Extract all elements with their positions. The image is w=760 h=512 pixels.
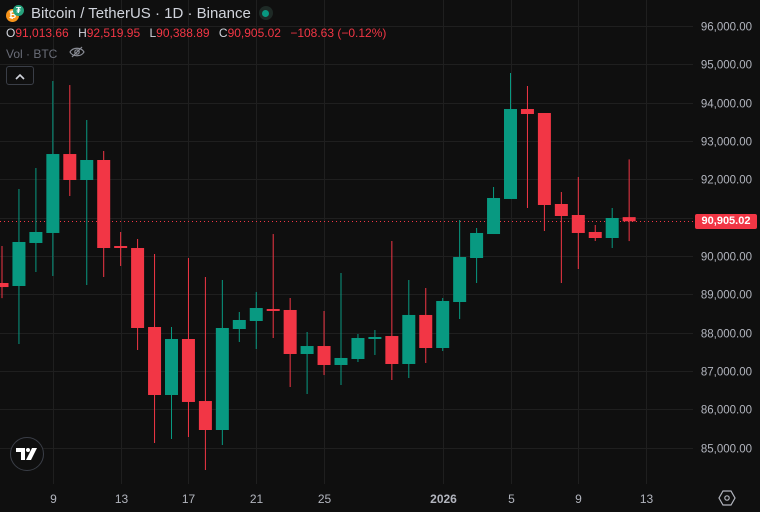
close-label: C [218, 26, 228, 40]
gear-icon[interactable] [718, 489, 736, 512]
bitcoin-tether-icon: ₿ ₮ [6, 4, 26, 22]
time-axis[interactable]: 9 13 17 21 25 2026 5 9 13 [50, 492, 653, 506]
high-label: H [78, 26, 87, 40]
price-axis[interactable]: 96,000.00 95,000.00 94,000.00 93,000.00 92,0… [701, 22, 752, 456]
time-tick-label: 25 [318, 492, 332, 506]
candle[interactable] [249, 292, 263, 350]
candle[interactable] [232, 311, 246, 342]
candle[interactable] [165, 327, 178, 440]
price-tick-label: 95,000.00 [701, 60, 752, 72]
price-tick-label: 86,000.00 [701, 405, 752, 417]
price-tick-label: 87,000.00 [701, 367, 752, 379]
candle[interactable] [300, 331, 314, 395]
high-value: 92,519.95 [86, 26, 141, 40]
candle[interactable] [266, 234, 280, 339]
symbol-title[interactable]: Bitcoin / TetherUS · 1D · Binance [31, 4, 251, 22]
time-tick-label: 21 [250, 492, 264, 506]
candle[interactable] [215, 280, 229, 446]
candle[interactable] [588, 225, 602, 241]
candle[interactable] [436, 297, 450, 352]
chart-legend: ₿ ₮ Bitcoin / TetherUS · 1D · Binance O9… [6, 3, 392, 85]
candle[interactable] [368, 329, 382, 355]
candle[interactable] [317, 310, 331, 376]
candle[interactable] [554, 192, 568, 284]
candle[interactable] [622, 159, 636, 242]
price-tick-label: 89,000.00 [701, 290, 752, 302]
price-tick-label: 94,000.00 [701, 99, 752, 111]
eye-off-icon[interactable] [69, 46, 86, 61]
ohlc-values: O91,013.66 H92,519.95 L90,388.89 C90,905… [6, 26, 392, 40]
candle[interactable] [402, 280, 416, 379]
close-value: 90,905.02 [227, 26, 281, 40]
low-value: 90,388.89 [156, 26, 210, 40]
candle[interactable] [29, 168, 43, 273]
low-label: L [149, 26, 157, 40]
symbol-row[interactable]: ₿ ₮ Bitcoin / TetherUS · 1D · Binance [6, 3, 392, 23]
candle[interactable] [470, 227, 484, 284]
candle[interactable] [0, 246, 9, 299]
candle[interactable] [131, 238, 145, 351]
time-tick-label: 9 [50, 492, 57, 506]
market-open-dot-icon[interactable] [258, 6, 273, 20]
price-tick-label: 85,000.00 [701, 444, 752, 456]
candle[interactable] [605, 207, 619, 249]
time-tick-label: 13 [640, 492, 654, 506]
time-tick-label: 13 [115, 492, 129, 506]
price-tick-label: 90,000.00 [701, 252, 752, 264]
price-tick-label: 92,000.00 [701, 175, 752, 187]
price-tick-label: 96,000.00 [701, 22, 752, 34]
open-label: O [6, 26, 16, 40]
candle[interactable] [571, 177, 585, 270]
candle[interactable] [453, 219, 467, 319]
candle[interactable] [63, 85, 77, 196]
candle[interactable] [12, 189, 26, 345]
candle[interactable] [97, 150, 111, 277]
candle[interactable] [334, 272, 348, 385]
time-tick-label: 17 [182, 492, 196, 506]
time-tick-label: 9 [575, 492, 582, 506]
candle[interactable] [504, 72, 517, 199]
candle[interactable] [80, 119, 94, 285]
time-tick-label: 2026 [430, 492, 457, 506]
tradingview-logo-icon[interactable] [10, 437, 44, 471]
candle[interactable] [385, 240, 399, 381]
last-price-label: 90,905.02 [695, 214, 757, 229]
candle[interactable] [283, 297, 297, 387]
change-value: −108.63 (−0.12%) [290, 26, 387, 40]
collapse-legend-button[interactable] [6, 66, 34, 85]
candles [0, 72, 636, 471]
open-value: 91,013.66 [15, 26, 69, 40]
grid-lines [0, 0, 693, 484]
chevron-up-icon [15, 67, 25, 85]
candle[interactable] [351, 333, 365, 363]
candle[interactable] [46, 81, 60, 276]
candle[interactable] [520, 85, 534, 208]
candle[interactable] [537, 113, 551, 231]
candle[interactable] [198, 276, 212, 471]
time-tick-label: 5 [508, 492, 515, 506]
candle[interactable] [148, 253, 162, 444]
volume-label: Vol · BTC [6, 46, 58, 61]
candle[interactable] [419, 287, 433, 363]
candle[interactable] [181, 258, 195, 438]
candle[interactable] [114, 231, 128, 266]
volume-indicator-row[interactable]: Vol · BTC [6, 46, 392, 61]
price-tick-label: 88,000.00 [701, 329, 752, 341]
candle[interactable] [487, 186, 501, 235]
price-tick-label: 93,000.00 [701, 137, 752, 149]
